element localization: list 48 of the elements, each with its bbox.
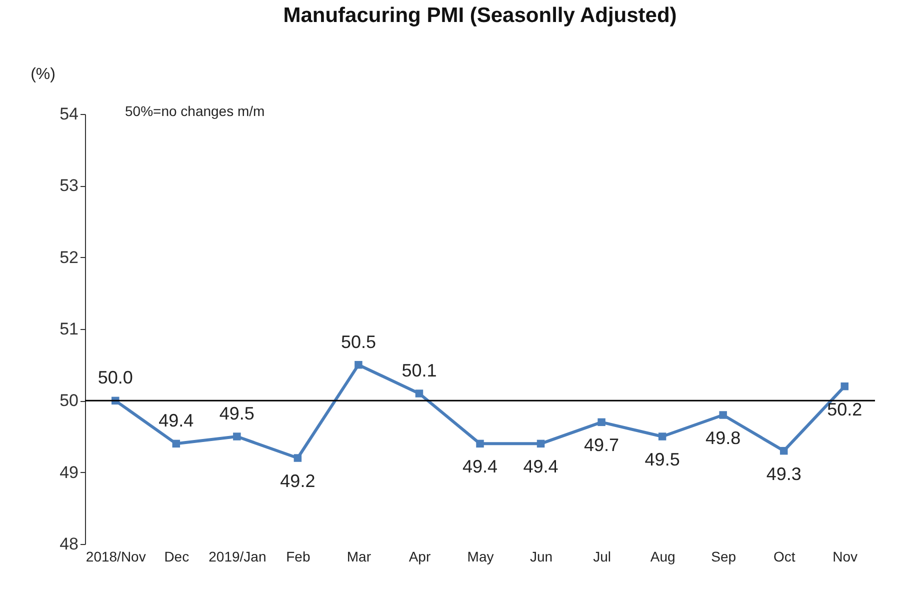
y-tick-label: 49 — [60, 462, 78, 482]
data-label: 49.4 — [462, 456, 498, 477]
point — [294, 454, 302, 462]
point — [780, 446, 788, 455]
point — [719, 411, 727, 419]
x-tick-label: May — [467, 548, 494, 564]
data-label: 50.2 — [827, 399, 862, 420]
data-label: 49.8 — [706, 428, 741, 448]
x-tick-label: Apr — [408, 548, 431, 564]
y-tick-label: 54 — [60, 104, 78, 124]
x-tick-label: Jun — [530, 548, 553, 564]
point — [598, 418, 606, 426]
point — [476, 440, 484, 448]
x-tick-label: Feb — [286, 548, 310, 564]
data-label: 50.5 — [340, 332, 376, 352]
y-tick-label: 53 — [60, 176, 78, 196]
y-axis-title: (%) — [30, 66, 56, 83]
x-tick-label: Sep — [711, 548, 736, 564]
x-tick-label: Nov — [832, 548, 858, 564]
point — [536, 440, 545, 448]
point — [354, 360, 362, 369]
x-tick-label: Aug — [650, 548, 676, 564]
y-tick-label: 51 — [60, 320, 78, 338]
point — [415, 390, 424, 398]
x-tick-label: Dec — [164, 548, 190, 564]
x-tick-label: Oct — [773, 548, 796, 564]
y-tick-label: 52 — [60, 248, 78, 267]
point — [840, 382, 848, 390]
data-label: 49.5 — [219, 404, 254, 424]
y-tick-label: 50 — [60, 391, 78, 410]
data-label: 49.4 — [523, 456, 558, 477]
x-tick-label: Mar — [346, 548, 372, 564]
x-tick-label: 2019/Jan — [208, 548, 266, 564]
data-label: 50.0 — [98, 368, 133, 388]
y-tick-label: 48 — [60, 534, 78, 554]
data-label: 49.7 — [584, 435, 620, 456]
chart-title: Manufacuring PMI (Seasonlly Adjusted) — [283, 4, 677, 27]
data-label: 50.1 — [402, 360, 437, 380]
x-tick-label: Jul — [593, 548, 611, 564]
point — [233, 432, 241, 440]
annotation: 50%=no changes m/m — [125, 103, 265, 119]
point — [658, 432, 666, 440]
data-label: 49.2 — [280, 471, 316, 491]
data-label: 49.3 — [766, 464, 802, 484]
data-label: 49.5 — [644, 450, 680, 470]
x-tick-label: 2018/Nov — [86, 548, 146, 564]
point — [172, 440, 180, 448]
data-label: 49.4 — [158, 410, 194, 431]
